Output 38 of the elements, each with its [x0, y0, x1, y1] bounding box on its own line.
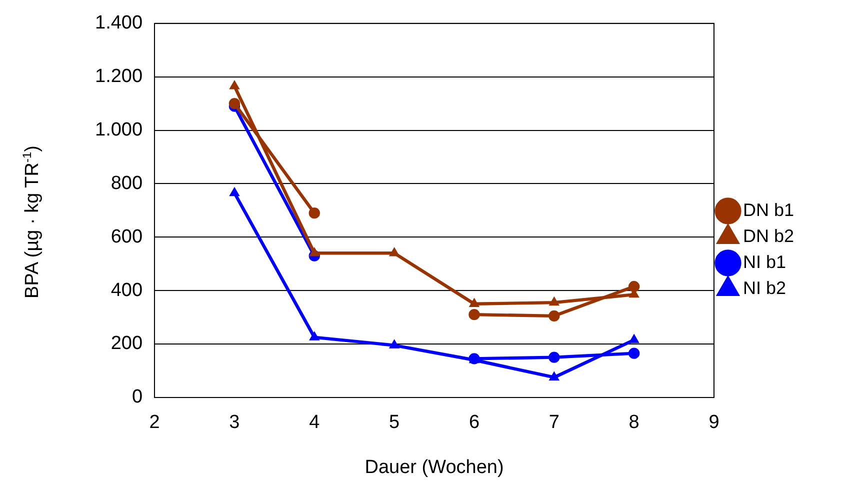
x-tick-label: 9 [708, 412, 720, 434]
x-tick-label: 5 [389, 412, 400, 434]
point [549, 296, 560, 306]
point [548, 352, 560, 363]
point [628, 348, 640, 359]
point [469, 298, 480, 307]
y-tick-label: 400 [110, 280, 143, 301]
y-tick-label: 1.200 [95, 66, 143, 88]
point [548, 310, 560, 322]
point [309, 248, 320, 256]
point [628, 280, 640, 292]
point [629, 334, 639, 344]
y-tick-label: 800 [110, 172, 143, 194]
point [228, 98, 240, 110]
x-tick-label: 8 [628, 412, 640, 434]
point [549, 372, 560, 380]
point [389, 340, 400, 348]
point [389, 248, 400, 256]
x-tick-label: 3 [229, 412, 240, 434]
x-tick-label: 7 [548, 412, 560, 434]
legend-label: DN b2 [742, 226, 794, 246]
y-tick-label: 600 [110, 226, 143, 248]
legend-label: NI b1 [742, 252, 786, 272]
y-tick-label: 1.400 [95, 12, 143, 34]
y-tick-label: 1.000 [95, 119, 143, 140]
y-tick-label: 200 [110, 333, 143, 354]
point [309, 332, 320, 340]
point [230, 187, 240, 196]
y-tick-label: 0 [132, 386, 143, 408]
legend-label: DN b1 [742, 200, 794, 220]
x-tick-label: 6 [468, 412, 480, 434]
point [468, 308, 480, 320]
point [308, 207, 320, 219]
x-tick-label: 2 [149, 412, 160, 434]
x-axis-title: Dauer (Wochen) [364, 456, 504, 478]
legend-label: NI b2 [742, 278, 786, 298]
point [230, 80, 240, 90]
x-tick-label: 4 [309, 412, 320, 434]
